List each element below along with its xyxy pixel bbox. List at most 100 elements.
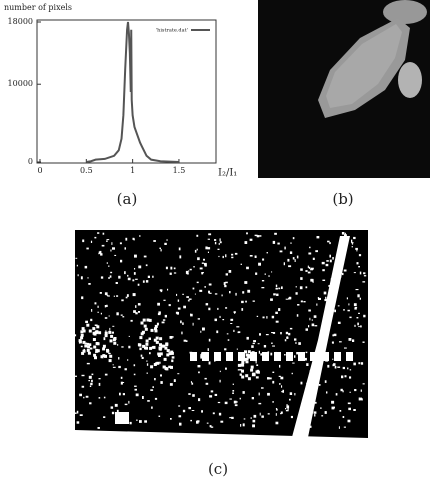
noise bbox=[194, 249, 197, 253]
noise bbox=[300, 277, 303, 280]
noise bbox=[218, 412, 222, 416]
noise bbox=[308, 252, 312, 255]
noise bbox=[202, 327, 205, 331]
noise bbox=[275, 413, 277, 416]
noise bbox=[164, 314, 167, 318]
noise bbox=[242, 358, 246, 362]
noise bbox=[305, 387, 309, 390]
noise bbox=[194, 293, 196, 295]
noise bbox=[305, 286, 308, 289]
noise bbox=[113, 341, 117, 345]
window bbox=[298, 352, 305, 361]
noise bbox=[121, 346, 124, 348]
noise bbox=[188, 393, 191, 395]
noise bbox=[187, 300, 190, 302]
noise bbox=[91, 373, 94, 376]
noise bbox=[236, 401, 238, 403]
noise bbox=[154, 324, 158, 328]
noise bbox=[245, 360, 249, 364]
noise bbox=[133, 310, 136, 313]
noise bbox=[80, 333, 84, 337]
noise bbox=[351, 239, 353, 243]
noise bbox=[103, 416, 106, 418]
noise bbox=[309, 246, 311, 249]
noise bbox=[155, 340, 159, 344]
noise bbox=[225, 307, 228, 309]
noise bbox=[142, 318, 146, 322]
noise bbox=[237, 331, 241, 333]
noise bbox=[306, 382, 308, 384]
noise bbox=[327, 364, 330, 368]
noise bbox=[288, 296, 292, 300]
noise bbox=[144, 327, 148, 331]
noise bbox=[346, 297, 348, 300]
noise bbox=[322, 269, 325, 272]
noise bbox=[219, 315, 221, 318]
noise bbox=[196, 420, 200, 423]
noise bbox=[286, 404, 288, 406]
noise bbox=[272, 371, 275, 373]
noise bbox=[309, 317, 311, 321]
noise bbox=[83, 348, 85, 351]
noise bbox=[88, 343, 92, 346]
noise bbox=[214, 293, 218, 295]
noise bbox=[181, 331, 183, 335]
noise bbox=[232, 383, 234, 385]
noise bbox=[257, 343, 260, 345]
noise bbox=[136, 419, 138, 421]
noise bbox=[201, 410, 203, 413]
window bbox=[262, 352, 269, 361]
noise bbox=[168, 365, 172, 369]
noise bbox=[77, 274, 79, 277]
noise bbox=[88, 283, 91, 285]
noise bbox=[224, 401, 228, 405]
noise bbox=[231, 256, 234, 259]
noise bbox=[82, 329, 86, 333]
noise bbox=[339, 341, 342, 343]
noise bbox=[272, 240, 276, 244]
noise bbox=[299, 286, 303, 290]
noise bbox=[149, 352, 151, 355]
noise bbox=[331, 341, 334, 344]
noise bbox=[320, 365, 323, 367]
noise bbox=[153, 338, 157, 342]
noise bbox=[160, 290, 163, 293]
noise bbox=[344, 347, 347, 349]
noise bbox=[80, 330, 84, 334]
noise bbox=[252, 342, 255, 345]
noise bbox=[228, 270, 232, 273]
noise bbox=[182, 409, 186, 413]
noise bbox=[332, 358, 334, 360]
noise bbox=[108, 359, 112, 363]
window bbox=[286, 352, 293, 361]
noise bbox=[133, 272, 136, 275]
noise bbox=[347, 402, 351, 405]
noise bbox=[135, 312, 138, 315]
noise bbox=[121, 299, 124, 302]
noise bbox=[79, 393, 82, 397]
noise bbox=[93, 353, 97, 357]
noise bbox=[150, 365, 154, 369]
noise bbox=[159, 289, 163, 291]
noise bbox=[208, 283, 212, 286]
noise bbox=[109, 327, 111, 331]
noise bbox=[97, 305, 99, 308]
noise bbox=[133, 238, 135, 241]
noise bbox=[104, 373, 108, 376]
noise bbox=[271, 332, 273, 334]
noise bbox=[80, 276, 83, 280]
noise bbox=[143, 255, 147, 258]
noise bbox=[121, 382, 125, 383]
noise bbox=[342, 416, 345, 418]
noise bbox=[306, 363, 309, 366]
window bbox=[226, 352, 233, 361]
noise bbox=[252, 424, 255, 428]
noise bbox=[358, 254, 362, 257]
noise bbox=[284, 339, 287, 342]
noise bbox=[309, 370, 312, 373]
noise bbox=[326, 391, 328, 394]
noise bbox=[218, 255, 220, 258]
noise bbox=[105, 330, 107, 333]
noise bbox=[252, 372, 256, 376]
noise bbox=[343, 309, 345, 311]
